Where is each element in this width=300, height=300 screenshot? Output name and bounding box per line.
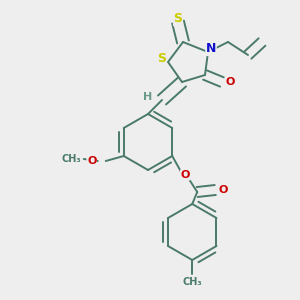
Text: S: S bbox=[173, 13, 182, 26]
Text: O: O bbox=[181, 170, 190, 180]
Text: O: O bbox=[87, 156, 96, 166]
Text: H: H bbox=[143, 92, 153, 102]
Text: CH₃: CH₃ bbox=[62, 154, 82, 164]
Text: CH₃: CH₃ bbox=[182, 277, 202, 287]
Text: S: S bbox=[158, 52, 166, 65]
Text: O: O bbox=[225, 77, 235, 87]
Text: O: O bbox=[219, 185, 228, 195]
Text: N: N bbox=[206, 43, 216, 56]
